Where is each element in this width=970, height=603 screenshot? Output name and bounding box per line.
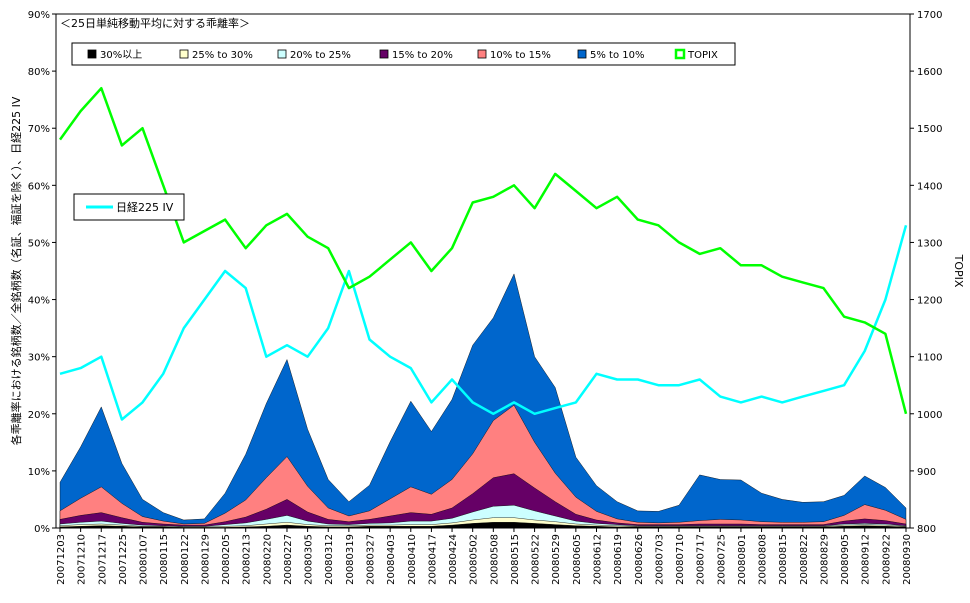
- area-series-3: [59, 504, 907, 529]
- legend-swatch: [179, 49, 189, 59]
- right-tick-label: 1600: [917, 67, 942, 78]
- legend-label: 10% to 15%: [490, 50, 551, 61]
- nikkei-iv-line: [59, 224, 908, 421]
- left-tick-label: 20%: [28, 410, 50, 421]
- x-tick-label: 20080822: [799, 534, 810, 585]
- legend-label: 15% to 20%: [392, 50, 453, 61]
- left-tick-label: 40%: [28, 296, 50, 307]
- area-series-4: [59, 473, 907, 529]
- x-tick-label: 20080922: [881, 534, 892, 585]
- topix-line: [58, 86, 908, 415]
- x-tick-label: 20080502: [469, 534, 480, 585]
- left-axis-label: 各乖離率における銘柄数／全銘柄数（名証、福証を除く）、日経225 IV: [9, 96, 23, 445]
- lines: [58, 86, 908, 421]
- area-series-5: [59, 404, 907, 529]
- x-tick-label: 20080912: [861, 534, 872, 585]
- x-tick-label: 20080327: [366, 534, 377, 585]
- left-tick-label: 90%: [28, 10, 50, 21]
- x-tick-label: 20080403: [386, 534, 397, 585]
- x-tick-label: 20080122: [180, 534, 191, 585]
- x-tick-label: 20080424: [448, 534, 459, 585]
- left-tick-label: 60%: [28, 181, 50, 192]
- area-series-1: [59, 522, 907, 529]
- iv-legend-label: 日経225 IV: [116, 201, 174, 214]
- right-tick-label: 1400: [917, 181, 942, 192]
- right-tick-label: 1000: [917, 410, 942, 421]
- x-tick-label: 20080129: [200, 534, 211, 585]
- x-tick-label: 20080710: [675, 534, 686, 585]
- x-tick-label: 20080227: [283, 534, 294, 585]
- left-tick-label: 50%: [28, 238, 50, 249]
- x-tick-label: 20080115: [159, 534, 170, 585]
- right-tick-label: 1200: [917, 296, 942, 307]
- area-series-6: [59, 273, 907, 529]
- legend-label: 5% to 10%: [590, 50, 645, 61]
- x-tick-label: 20071203: [56, 534, 67, 585]
- x-tick-label: 20080725: [716, 534, 727, 585]
- right-tick-label: 1300: [917, 238, 942, 249]
- left-tick-label: 0%: [34, 524, 50, 535]
- legend-label: 20% to 25%: [290, 50, 351, 61]
- x-tick-label: 20071225: [118, 534, 129, 585]
- right-tick-label: 1500: [917, 124, 942, 135]
- x-tick-label: 20080801: [737, 534, 748, 585]
- x-tick-label: 20080305: [304, 534, 315, 585]
- x-tick-label: 20080815: [778, 534, 789, 585]
- x-tick-label: 20080319: [345, 534, 356, 585]
- x-tick-label: 20080703: [654, 534, 665, 585]
- stacked-areas: [59, 273, 907, 529]
- x-tick-label: 20080508: [489, 534, 500, 585]
- x-tick-label: 20080717: [696, 534, 707, 585]
- x-axis: 20071203 20071210 20071217 20071225 20080107…: [56, 528, 913, 585]
- x-tick-label: 20080515: [510, 534, 521, 585]
- x-tick-label: 20080213: [242, 534, 253, 585]
- legend-label: 25% to 30%: [192, 50, 253, 61]
- x-tick-label: 20080417: [427, 534, 438, 585]
- legend-label: TOPIX: [687, 50, 718, 61]
- x-tick-label: 20080626: [634, 534, 645, 585]
- x-tick-label: 20080829: [819, 534, 830, 585]
- legend-swatch: [674, 48, 686, 60]
- right-tick-label: 1100: [917, 353, 942, 364]
- legend-swatch: [577, 49, 587, 59]
- x-tick-label: 20080605: [572, 534, 583, 585]
- legend-swatch: [379, 49, 389, 59]
- x-tick-label: 20080312: [324, 534, 335, 585]
- x-tick-label: 20080220: [262, 534, 273, 585]
- x-tick-label: 20080808: [758, 534, 769, 585]
- x-tick-label: 20071210: [77, 534, 88, 585]
- legend-swatch: [277, 49, 287, 59]
- x-tick-label: 20080619: [613, 534, 624, 585]
- left-axis: 0% 10% 20% 30% 40% 50% 60% 70% 80% 90%: [28, 10, 56, 535]
- x-tick-label: 20080612: [592, 534, 603, 585]
- x-tick-label: 20080205: [221, 534, 232, 585]
- x-tick-label: 20080522: [531, 534, 542, 585]
- right-tick-label: 900: [917, 467, 936, 478]
- left-tick-label: 80%: [28, 67, 50, 78]
- chart-title: ＜25日単純移動平均に対する乖離率＞: [60, 16, 250, 30]
- left-tick-label: 70%: [28, 124, 50, 135]
- legend-label: 30%以上: [100, 49, 142, 61]
- x-tick-label: 20071217: [97, 534, 108, 585]
- right-tick-label: 800: [917, 524, 936, 535]
- right-tick-label: 1700: [917, 10, 942, 21]
- x-tick-label: 20080905: [840, 534, 851, 585]
- legend-box: [71, 42, 736, 66]
- right-axis-label: TOPIX: [952, 254, 965, 288]
- x-tick-label: 20080107: [139, 534, 150, 585]
- iv-legend: 日経225 IV: [73, 193, 185, 221]
- x-tick-label: 20080529: [551, 534, 562, 585]
- legend: 30%以上 25% to 30% 20% to 25% 15% to 20% 10% t…: [71, 42, 736, 66]
- legend-swatch: [477, 49, 487, 59]
- legend-swatch: [87, 49, 97, 59]
- right-axis: 800 900 1000 1100 1200 1300 1400 1500 1600 1700: [910, 10, 942, 535]
- left-tick-label: 30%: [28, 353, 50, 364]
- x-tick-label: 20080930: [902, 534, 913, 585]
- x-tick-label: 20080410: [407, 534, 418, 585]
- left-tick-label: 10%: [28, 467, 50, 478]
